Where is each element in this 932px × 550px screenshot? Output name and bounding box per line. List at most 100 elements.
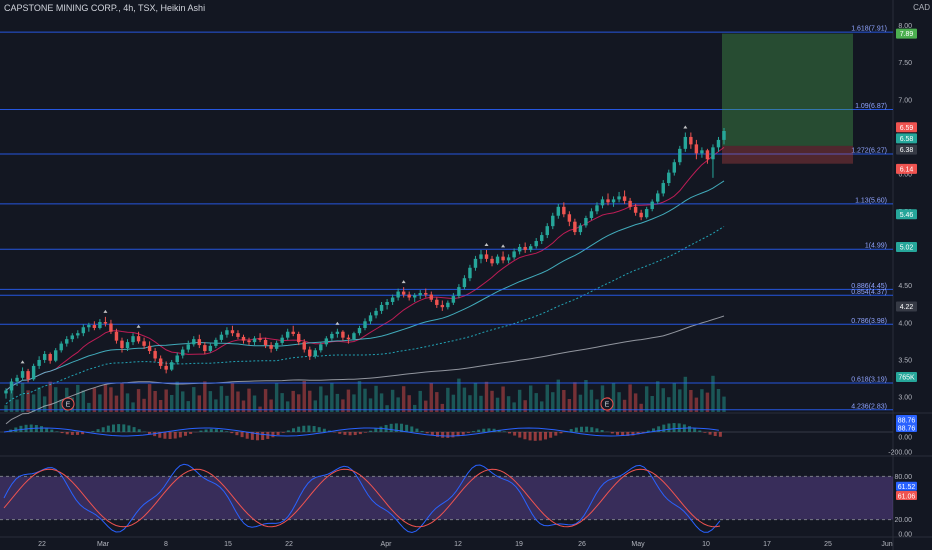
volume-bar <box>114 395 119 412</box>
candle-body <box>308 349 312 357</box>
pivot-marker <box>103 309 108 313</box>
candle-body <box>528 246 533 250</box>
volume-bar <box>412 404 417 412</box>
macd-histogram-bar <box>492 428 496 432</box>
stochastic-value-label: 61.06 <box>898 494 916 501</box>
price-tick-label: 7.50 <box>898 60 912 67</box>
macd-axis-label: 0.00 <box>898 435 912 442</box>
macd-histogram-bar <box>636 432 640 435</box>
candle-body <box>545 226 549 236</box>
macd-histogram-bar <box>317 427 321 432</box>
volume-bar <box>639 403 643 412</box>
candle-body <box>540 235 544 242</box>
candle-body <box>203 345 207 352</box>
volume-bar <box>236 391 240 412</box>
volume-bar <box>495 397 500 412</box>
macd-histogram-bar <box>389 423 393 432</box>
macd-histogram-bar <box>55 431 59 432</box>
macd-histogram-bar <box>60 432 64 434</box>
volume-bar <box>589 389 594 412</box>
candle-body <box>667 172 671 184</box>
volume-bar <box>158 400 163 412</box>
macd-histogram-bar <box>40 426 43 432</box>
volume-bar <box>562 390 566 412</box>
time-tick-label: 12 <box>454 541 462 548</box>
macd-histogram-bar <box>240 432 244 438</box>
macd-histogram-bar <box>261 432 265 440</box>
macd-histogram-bar <box>713 432 717 437</box>
price-tick-label: 8.00 <box>898 23 912 30</box>
candle-body <box>407 294 411 298</box>
volume-bar <box>716 389 721 412</box>
volume-bar <box>31 394 36 412</box>
moving-average-line <box>5 180 725 391</box>
macd-histogram-bar <box>81 432 85 435</box>
volume-bar <box>15 399 19 412</box>
stochastic-value-tag <box>896 481 917 491</box>
candle-body <box>335 331 340 334</box>
volume-bar <box>131 402 135 412</box>
volume-bar <box>225 395 229 412</box>
price-tag-label: 6.14 <box>900 166 914 173</box>
candle-body <box>705 150 710 160</box>
time-tick-label: 8 <box>164 541 168 548</box>
volume-bar <box>551 392 555 412</box>
candle-body <box>589 211 594 218</box>
macd-histogram-bar <box>677 423 681 432</box>
macd-histogram-bar <box>528 432 532 441</box>
volume-bar <box>247 388 251 412</box>
price-tag-label: 5.02 <box>900 244 914 251</box>
price-tag-label: 5.46 <box>900 212 914 219</box>
volume-bar <box>573 382 577 412</box>
volume-bar <box>9 385 14 412</box>
macd-histogram-bar <box>466 432 470 433</box>
volume-bar <box>584 380 588 412</box>
candle-body <box>153 351 157 359</box>
earnings-marker-label: E <box>66 402 71 409</box>
volume-bar <box>473 382 478 412</box>
price-tick-label: 4.50 <box>898 283 912 290</box>
candle-body <box>639 212 643 218</box>
volume-bar <box>92 388 97 412</box>
volume-bar <box>302 381 306 412</box>
macd-histogram-bar <box>148 432 151 435</box>
volume-bar <box>48 381 52 412</box>
volume-bar <box>705 392 710 412</box>
candle-body <box>661 183 665 194</box>
candle-body <box>258 338 262 340</box>
macd-histogram-bar <box>245 432 249 439</box>
candle-body <box>169 362 174 370</box>
candle-body <box>92 325 97 328</box>
macd-histogram-bar <box>533 432 537 441</box>
macd-histogram-bar <box>348 432 352 436</box>
candle-body <box>274 342 279 349</box>
candle-body <box>280 337 284 343</box>
volume-bar <box>644 386 649 412</box>
time-tick-label: 17 <box>763 541 771 548</box>
pivot-marker <box>683 125 688 129</box>
macd-histogram-bar <box>369 430 373 432</box>
macd-histogram-bar <box>425 432 429 434</box>
macd-histogram-bar <box>538 432 542 441</box>
volume-bar <box>297 394 301 412</box>
volume-bar <box>335 393 340 412</box>
volume-bar <box>672 383 677 412</box>
volume-bar <box>291 390 295 412</box>
macd-histogram-bar <box>101 427 105 432</box>
macd-histogram-bar <box>358 432 362 435</box>
candle-body <box>573 221 577 233</box>
candle-body <box>142 341 146 346</box>
volume-bar <box>523 400 527 412</box>
macd-histogram-bar <box>662 424 666 432</box>
candle-body <box>567 214 572 222</box>
candle-body <box>517 246 522 252</box>
volume-bar <box>429 383 433 412</box>
candle-body <box>457 287 461 297</box>
candle-body <box>98 322 102 328</box>
candle-body <box>357 327 362 334</box>
volume-bar <box>324 395 329 412</box>
volume-bar <box>617 392 621 412</box>
candle-body <box>722 130 726 140</box>
candle-body <box>617 196 621 200</box>
